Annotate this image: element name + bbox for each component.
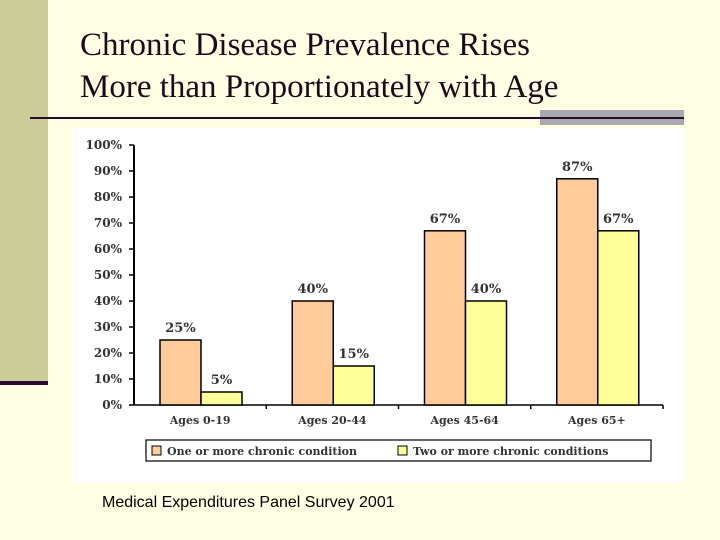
y-tick-label: 60% (94, 242, 123, 256)
bar-1 (556, 178, 599, 406)
y-tick-label: 80% (94, 190, 123, 204)
bar-2 (332, 365, 375, 406)
sidebar-decoration (0, 0, 48, 382)
data-label: 15% (339, 347, 370, 362)
y-tick-label: 0% (102, 398, 122, 412)
data-label: 5% (211, 373, 233, 388)
bar-1 (159, 339, 202, 406)
y-tick-label: 50% (94, 268, 123, 282)
data-label: 67% (603, 212, 634, 227)
bar-2 (200, 391, 243, 406)
data-label: 40% (471, 282, 502, 297)
legend-label: Two or more chronic conditions (413, 445, 608, 458)
x-tick-label: Ages 20-44 (297, 414, 367, 427)
title-divider (30, 117, 684, 119)
legend-label: One or more chronic condition (167, 445, 357, 458)
data-label: 40% (298, 282, 329, 297)
sidebar-divider (0, 381, 48, 385)
y-tick-label: 20% (94, 346, 123, 360)
title-line-2: More than Proportionately with Age (80, 69, 559, 105)
bar-1 (291, 300, 334, 406)
bar-2 (464, 300, 508, 406)
data-label: 25% (165, 321, 196, 336)
bar-1 (423, 230, 467, 406)
legend-swatch (151, 445, 162, 456)
slide-title: Chronic Disease Prevalence Rises More th… (80, 24, 558, 108)
y-tick-label: 40% (94, 294, 123, 308)
x-tick-label: Ages 0-19 (169, 414, 231, 427)
x-tick-label: Ages 45-64 (429, 414, 499, 427)
y-tick-label: 100% (86, 138, 123, 152)
y-tick-label: 10% (94, 372, 123, 386)
y-tick-label: 70% (94, 216, 123, 230)
data-label: 67% (430, 212, 461, 227)
y-tick-label: 30% (94, 320, 123, 334)
legend-swatch (397, 445, 408, 456)
data-label: 87% (562, 160, 593, 175)
bar-2 (597, 230, 640, 406)
x-tick-label: Ages 65+ (567, 414, 626, 427)
y-tick-label: 90% (94, 164, 123, 178)
source-footer: Medical Expenditures Panel Survey 2001 (102, 494, 395, 511)
title-line-1: Chronic Disease Prevalence Rises (80, 27, 530, 63)
